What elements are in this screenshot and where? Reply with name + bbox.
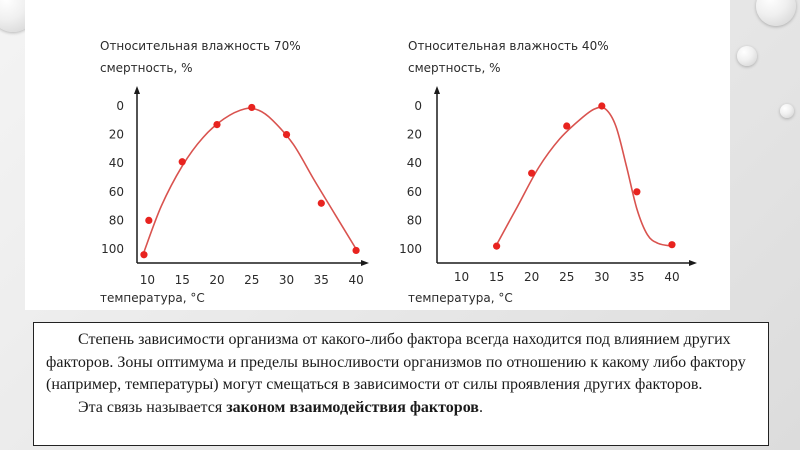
- y-tick-label: 20: [109, 128, 124, 142]
- law-name: законом взаимодействия факторов: [226, 398, 479, 416]
- y-tick-label: 60: [109, 185, 124, 199]
- data-point: [317, 199, 325, 207]
- data-point: [140, 251, 148, 259]
- x-tick-label: 25: [559, 270, 574, 284]
- x-tick-label: 35: [314, 273, 329, 287]
- data-point: [282, 131, 291, 139]
- decorative-bubble-right-tiny: [780, 104, 794, 118]
- caption-paragraph-1: Степень зависимости организма от какого-…: [46, 331, 746, 393]
- x-tick-label: 30: [594, 270, 609, 284]
- x-tick-label: 25: [244, 273, 259, 287]
- y-tick-label: 100: [101, 242, 124, 256]
- caption-paragraph-2-suffix: .: [478, 398, 483, 416]
- x-tick-label: 15: [175, 273, 190, 287]
- x-tick-label: 15: [489, 270, 504, 284]
- chart2-curve: [495, 106, 673, 247]
- data-point: [352, 246, 360, 255]
- data-point: [668, 241, 676, 249]
- data-point: [598, 102, 606, 110]
- chart1-x-label: температура, °С: [100, 291, 205, 305]
- data-point: [493, 242, 501, 250]
- data-point: [213, 120, 221, 129]
- caption-paragraph-2-prefix: Эта связь называется: [78, 398, 227, 416]
- y-tick-label: 80: [407, 213, 422, 227]
- chart1-curve: [143, 107, 357, 253]
- chart2-title-line1: Относительная влажность 40%: [408, 39, 609, 53]
- charts-svg: Относительная влажность 70% смертность, …: [100, 39, 697, 305]
- x-tick-label: 30: [279, 273, 294, 287]
- data-point: [178, 158, 186, 166]
- chart2-title-line2: смертность, %: [408, 61, 501, 75]
- figure-panel: Относительная влажность 70% смертность, …: [25, 0, 730, 310]
- y-tick-label: 40: [407, 156, 422, 170]
- x-tick-label: 10: [140, 273, 155, 287]
- chart1-title-line2: смертность, %: [100, 61, 193, 75]
- x-tick-label: 20: [209, 273, 224, 287]
- chart-humidity-70: Относительная влажность 70% смертность, …: [100, 39, 369, 305]
- y-tick-label: 60: [407, 185, 422, 199]
- x-tick-label: 10: [454, 270, 469, 284]
- caption-box: Степень зависимости организма от какого-…: [33, 322, 769, 446]
- data-point: [145, 216, 153, 224]
- x-tick-label: 40: [348, 273, 363, 287]
- data-point: [633, 188, 641, 196]
- chart-humidity-40: Относительная влажность 40% смертность, …: [399, 39, 697, 305]
- data-point: [528, 169, 536, 177]
- chart2-x-label: температура, °С: [408, 291, 513, 305]
- y-tick-label: 100: [399, 242, 422, 256]
- y-tick-label: 0: [414, 99, 422, 113]
- data-point: [248, 103, 256, 112]
- decorative-bubble-right-small: [737, 46, 757, 66]
- y-tick-label: 0: [116, 99, 124, 113]
- x-tick-label: 35: [629, 270, 644, 284]
- x-tick-label: 40: [664, 270, 679, 284]
- y-tick-label: 80: [109, 213, 124, 227]
- y-tick-label: 20: [407, 128, 422, 142]
- chart1-title-line1: Относительная влажность 70%: [100, 39, 301, 53]
- x-tick-label: 20: [524, 270, 539, 284]
- caption-paragraph-2: Эта связь называется законом взаимодейст…: [46, 397, 756, 420]
- data-point: [563, 122, 571, 130]
- y-tick-label: 40: [109, 156, 124, 170]
